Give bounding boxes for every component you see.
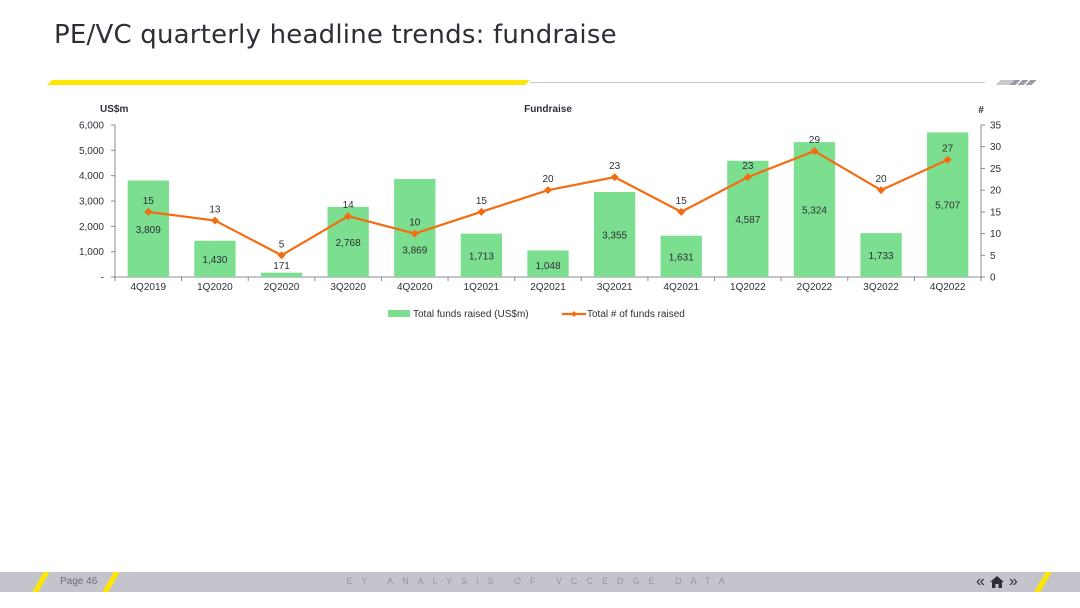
y-left-tick-label: 3,000 xyxy=(79,197,104,208)
bar xyxy=(194,240,236,277)
y-right-tick-label: 20 xyxy=(990,186,1002,197)
bar xyxy=(127,180,169,277)
y-right-tick-label: 35 xyxy=(990,121,1002,132)
x-tick-label: 1Q2022 xyxy=(730,282,766,293)
line-data-label: 20 xyxy=(542,174,554,185)
y-right-tick-label: 30 xyxy=(990,142,1002,153)
next-page-button[interactable]: » xyxy=(1008,573,1018,590)
bar-data-label: 1,631 xyxy=(669,252,694,263)
bar-data-label: 1,430 xyxy=(202,255,227,266)
y-left-tick-label: 6,000 xyxy=(79,121,104,132)
footer-navigation: « » xyxy=(976,572,1018,592)
bar-data-label: 5,707 xyxy=(935,201,960,212)
line-point xyxy=(610,173,619,182)
x-tick-label: 3Q2022 xyxy=(863,282,899,293)
line-data-label: 15 xyxy=(476,196,488,207)
fundraise-chart: US$m Fundraise # - 1,000 2,000 3,000 4,000 5,000… xyxy=(79,104,1002,320)
x-tick-label: 1Q2020 xyxy=(197,282,233,293)
bar-data-label: 1,733 xyxy=(869,251,894,262)
x-tick-label: 4Q2020 xyxy=(397,282,433,293)
footer-bar: Page 46 EY ANALYSIS OF VCCEDGE DATA « » xyxy=(0,572,1080,592)
x-tick-label: 4Q2021 xyxy=(663,282,699,293)
bar-data-label: 3,869 xyxy=(402,246,427,257)
home-button[interactable] xyxy=(989,575,1005,589)
bar-data-label: 1,713 xyxy=(469,251,494,262)
legend-label: Total # of funds raised xyxy=(587,309,685,320)
bar xyxy=(460,233,503,277)
line-data-label: 27 xyxy=(942,144,954,155)
y-right-tick-label: 10 xyxy=(990,229,1002,240)
line-point xyxy=(810,147,819,156)
y-left-tick-label: 5,000 xyxy=(79,146,104,157)
x-tick-label: 2Q2021 xyxy=(530,282,566,293)
y-right-tick-label: 15 xyxy=(990,207,1002,218)
line-point xyxy=(677,207,686,216)
line-point xyxy=(344,212,353,221)
home-icon xyxy=(989,576,1004,588)
y-axis-left-unit: US$m xyxy=(100,104,128,115)
line-point xyxy=(544,186,552,195)
x-tick-label: 4Q2022 xyxy=(930,282,966,293)
bar-data-label: 3,355 xyxy=(602,231,627,242)
line-point xyxy=(144,207,153,216)
y-left-tick-label: 2,000 xyxy=(79,222,104,233)
legend-label: Total funds raised (US$m) xyxy=(413,309,529,320)
y-right-tick-label: 5 xyxy=(990,251,996,262)
bar xyxy=(660,235,702,277)
bar xyxy=(860,233,902,277)
title-accent-bar xyxy=(47,80,530,85)
title-rule xyxy=(530,82,985,83)
title-divider xyxy=(47,78,1037,88)
y-left-tick-label: 1,000 xyxy=(79,247,104,258)
bar-data-label: 3,809 xyxy=(136,225,161,236)
line-point xyxy=(477,207,486,216)
page-number: Page 46 xyxy=(60,576,98,587)
bar xyxy=(260,272,303,277)
x-tick-label: 3Q2021 xyxy=(597,282,633,293)
x-tick-label: 1Q2021 xyxy=(464,282,500,293)
line-data-label: 15 xyxy=(676,196,688,207)
line-point xyxy=(277,251,286,260)
previous-page-button[interactable]: « xyxy=(976,573,985,590)
y-right-tick-label: 25 xyxy=(990,164,1002,175)
line-data-label: 29 xyxy=(809,135,821,146)
line-data-label: 20 xyxy=(876,174,888,185)
line-point xyxy=(743,173,752,182)
line-data-label: 5 xyxy=(279,239,285,250)
x-tick-label: 2Q2020 xyxy=(264,282,300,293)
y-axis-right-unit: # xyxy=(978,105,984,116)
chart-title: Fundraise xyxy=(524,104,572,115)
bar-data-label: 4,587 xyxy=(735,215,760,226)
bar-data-label: 2,768 xyxy=(336,238,361,249)
bar xyxy=(793,142,836,277)
bar xyxy=(593,192,636,277)
legend-swatch-bar xyxy=(388,310,410,317)
line-point xyxy=(210,216,219,225)
line-data-label: 15 xyxy=(143,196,155,207)
bar-data-label: 5,324 xyxy=(802,206,827,217)
line-point xyxy=(943,155,952,164)
line-point xyxy=(410,229,419,238)
legend-swatch-marker xyxy=(571,311,577,317)
footer-tagline: EY ANALYSIS OF VCCEDGE DATA xyxy=(346,576,734,586)
line-data-label: 10 xyxy=(409,218,421,229)
line-point xyxy=(877,186,886,195)
bar-data-label: 171 xyxy=(273,261,290,272)
x-tick-label: 2Q2022 xyxy=(797,282,833,293)
y-right-tick-label: 0 xyxy=(990,273,996,284)
line-data-label: 14 xyxy=(343,200,355,211)
line-data-label: 23 xyxy=(609,161,621,172)
line-data-label: 13 xyxy=(209,205,221,216)
y-left-tick-label: - xyxy=(101,273,104,284)
x-tick-label: 4Q2019 xyxy=(131,282,167,293)
page-title: PE/VC quarterly headline trends: fundrai… xyxy=(54,20,617,50)
line-data-label: 23 xyxy=(742,161,754,172)
decorative-slashes xyxy=(994,80,1037,86)
bar xyxy=(527,250,569,277)
x-tick-label: 3Q2020 xyxy=(330,282,366,293)
bar-data-label: 1,048 xyxy=(535,261,560,272)
y-left-tick-label: 4,000 xyxy=(79,171,104,182)
